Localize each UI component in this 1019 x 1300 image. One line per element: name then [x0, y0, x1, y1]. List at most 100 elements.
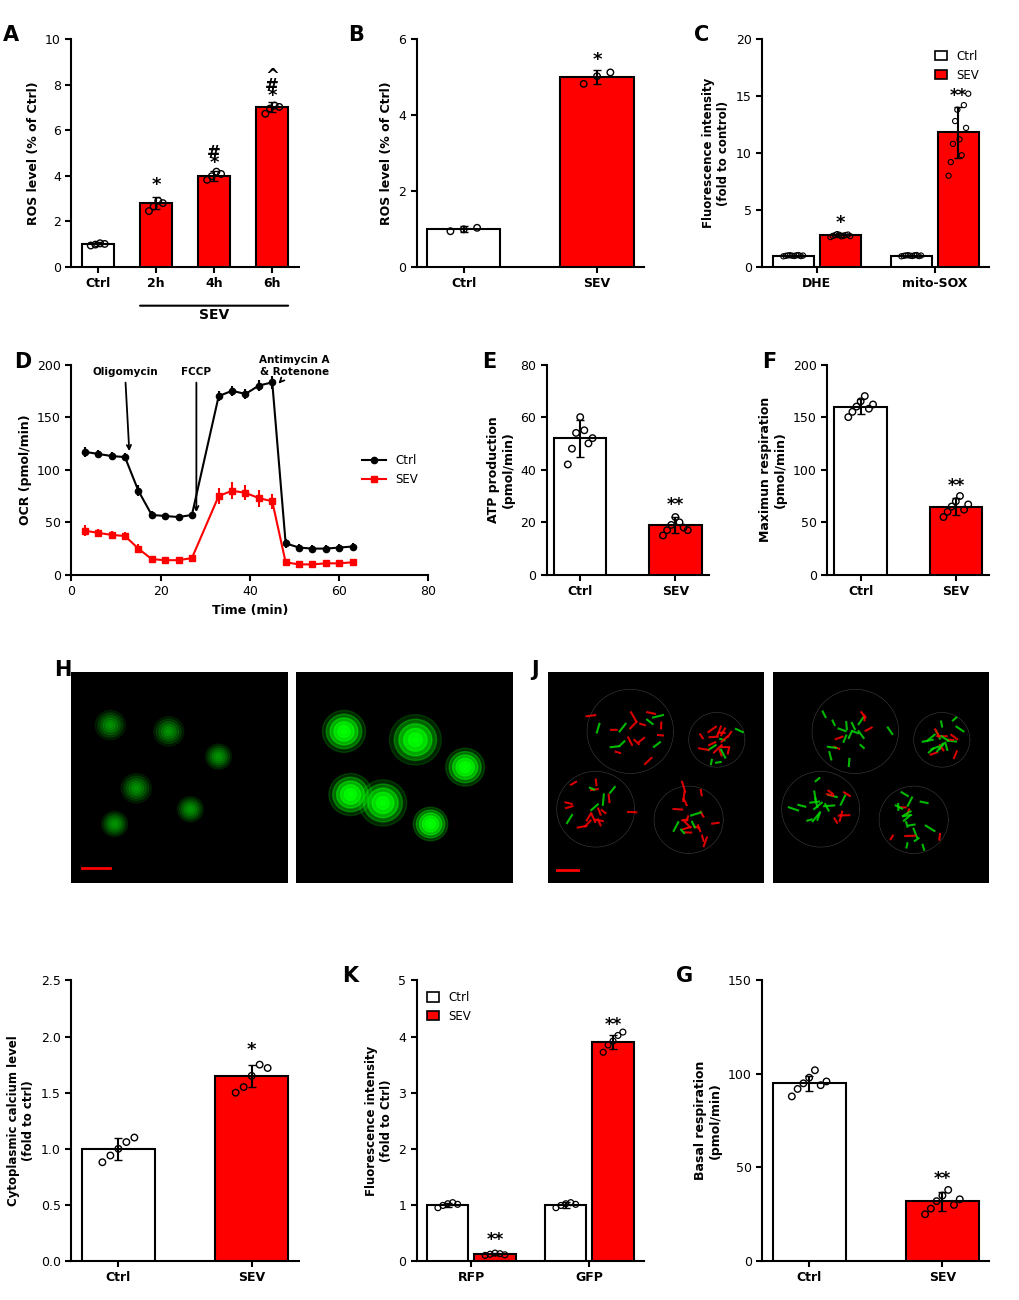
Point: [959, 494, 975, 515]
Point: [227, 1083, 244, 1104]
Text: A: A: [3, 25, 19, 46]
Circle shape: [380, 801, 385, 805]
Point: [594, 1041, 610, 1062]
Circle shape: [108, 723, 112, 727]
Point: [895, 246, 911, 266]
Circle shape: [376, 797, 389, 809]
Point: [844, 402, 860, 422]
Text: B: B: [348, 25, 364, 46]
Bar: [198, 176, 230, 266]
Circle shape: [214, 753, 222, 760]
Circle shape: [328, 774, 372, 815]
Bar: [890, 256, 931, 266]
Point: [938, 502, 955, 523]
Point: [945, 1195, 961, 1216]
Point: [575, 73, 591, 94]
Circle shape: [337, 725, 350, 737]
Circle shape: [106, 815, 123, 832]
Text: FCCP: FCCP: [181, 367, 211, 510]
Circle shape: [103, 718, 117, 732]
Point: [864, 394, 880, 415]
Legend: Ctrl, SEV: Ctrl, SEV: [929, 46, 982, 86]
Point: [588, 66, 604, 87]
Circle shape: [126, 779, 146, 798]
Point: [83, 235, 99, 256]
Legend: Ctrl, SEV: Ctrl, SEV: [422, 987, 476, 1028]
Point: [654, 525, 671, 546]
Point: [908, 244, 924, 265]
Point: [455, 218, 472, 239]
Point: [666, 507, 683, 528]
Circle shape: [460, 762, 471, 772]
Point: [469, 217, 485, 238]
Bar: [544, 1205, 586, 1261]
Point: [94, 1152, 110, 1173]
Point: [675, 517, 691, 538]
Circle shape: [452, 755, 477, 780]
Legend: Ctrl, SEV: Ctrl, SEV: [357, 448, 422, 490]
Text: E: E: [481, 352, 495, 372]
Point: [940, 1179, 956, 1200]
Point: [833, 226, 849, 247]
Circle shape: [393, 719, 436, 760]
Point: [88, 234, 104, 255]
Point: [481, 1244, 497, 1265]
Point: [783, 1086, 799, 1106]
Circle shape: [98, 712, 122, 737]
Point: [429, 1197, 445, 1218]
Circle shape: [206, 744, 231, 770]
Text: K: K: [341, 966, 358, 987]
Bar: [819, 235, 860, 266]
Point: [572, 407, 588, 428]
Circle shape: [181, 801, 199, 818]
Point: [826, 225, 843, 246]
Point: [552, 1195, 569, 1216]
Text: **: **: [604, 1015, 621, 1034]
Point: [933, 1186, 950, 1206]
Point: [821, 226, 838, 247]
Point: [842, 226, 858, 247]
Point: [848, 396, 864, 417]
Text: **: **: [949, 87, 966, 105]
Point: [259, 1058, 275, 1079]
Point: [955, 499, 971, 520]
Circle shape: [455, 758, 474, 776]
Point: [959, 83, 975, 104]
Point: [559, 454, 576, 474]
Point: [792, 246, 808, 266]
Circle shape: [135, 786, 139, 790]
Point: [662, 515, 679, 536]
Point: [800, 1067, 816, 1088]
Text: SEV: SEV: [199, 308, 229, 322]
Circle shape: [333, 722, 354, 741]
Text: #: #: [265, 77, 279, 95]
Point: [110, 1139, 126, 1160]
Point: [567, 1193, 583, 1214]
Text: F: F: [761, 352, 775, 372]
Point: [912, 246, 928, 266]
Bar: [936, 133, 978, 266]
Title: Ctrl: Ctrl: [164, 658, 195, 672]
Point: [584, 428, 600, 448]
Circle shape: [347, 793, 353, 797]
Point: [953, 144, 969, 165]
Circle shape: [326, 714, 362, 749]
Circle shape: [428, 822, 432, 826]
Text: *: *: [267, 87, 277, 105]
Point: [789, 1079, 805, 1100]
Bar: [648, 525, 701, 575]
Circle shape: [154, 716, 183, 746]
Point: [257, 104, 273, 125]
Circle shape: [183, 803, 197, 815]
Point: [784, 246, 800, 266]
Circle shape: [212, 750, 225, 763]
Point: [118, 1132, 135, 1153]
Circle shape: [100, 715, 120, 734]
Point: [940, 165, 956, 186]
Point: [944, 134, 960, 155]
Bar: [928, 507, 981, 575]
Point: [146, 196, 162, 217]
Point: [927, 1191, 944, 1212]
Circle shape: [123, 776, 149, 801]
Circle shape: [332, 777, 368, 811]
